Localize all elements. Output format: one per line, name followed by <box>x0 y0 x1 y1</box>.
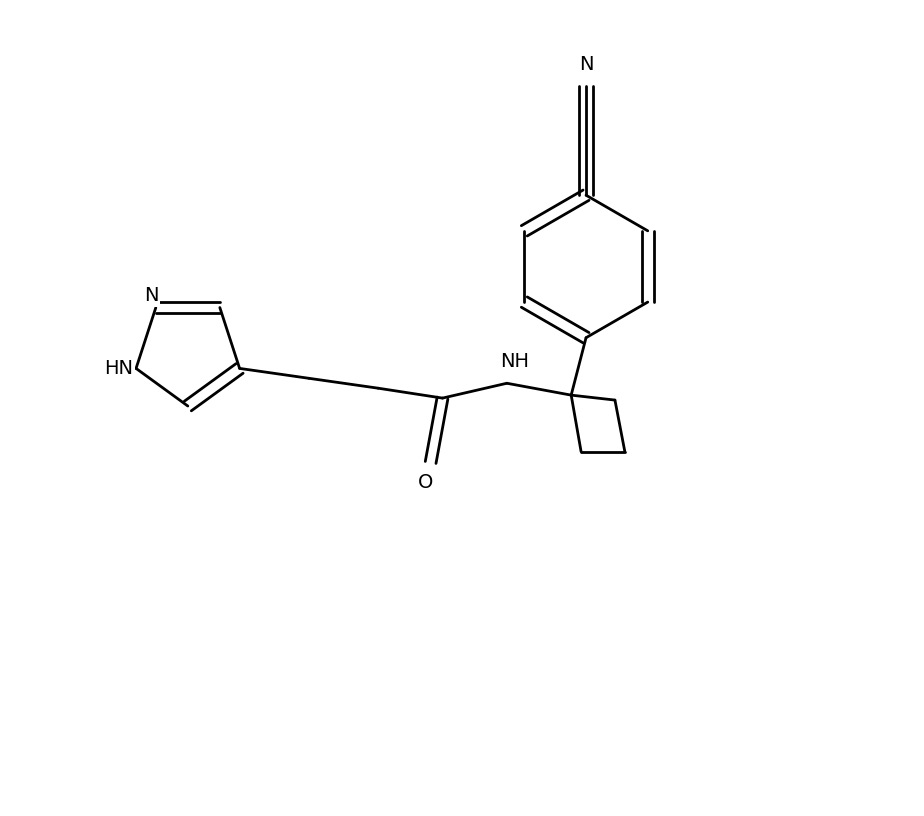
Text: NH: NH <box>500 352 529 371</box>
Text: O: O <box>418 472 433 492</box>
Text: N: N <box>143 286 158 305</box>
Text: HN: HN <box>103 359 133 378</box>
Text: N: N <box>578 55 593 74</box>
